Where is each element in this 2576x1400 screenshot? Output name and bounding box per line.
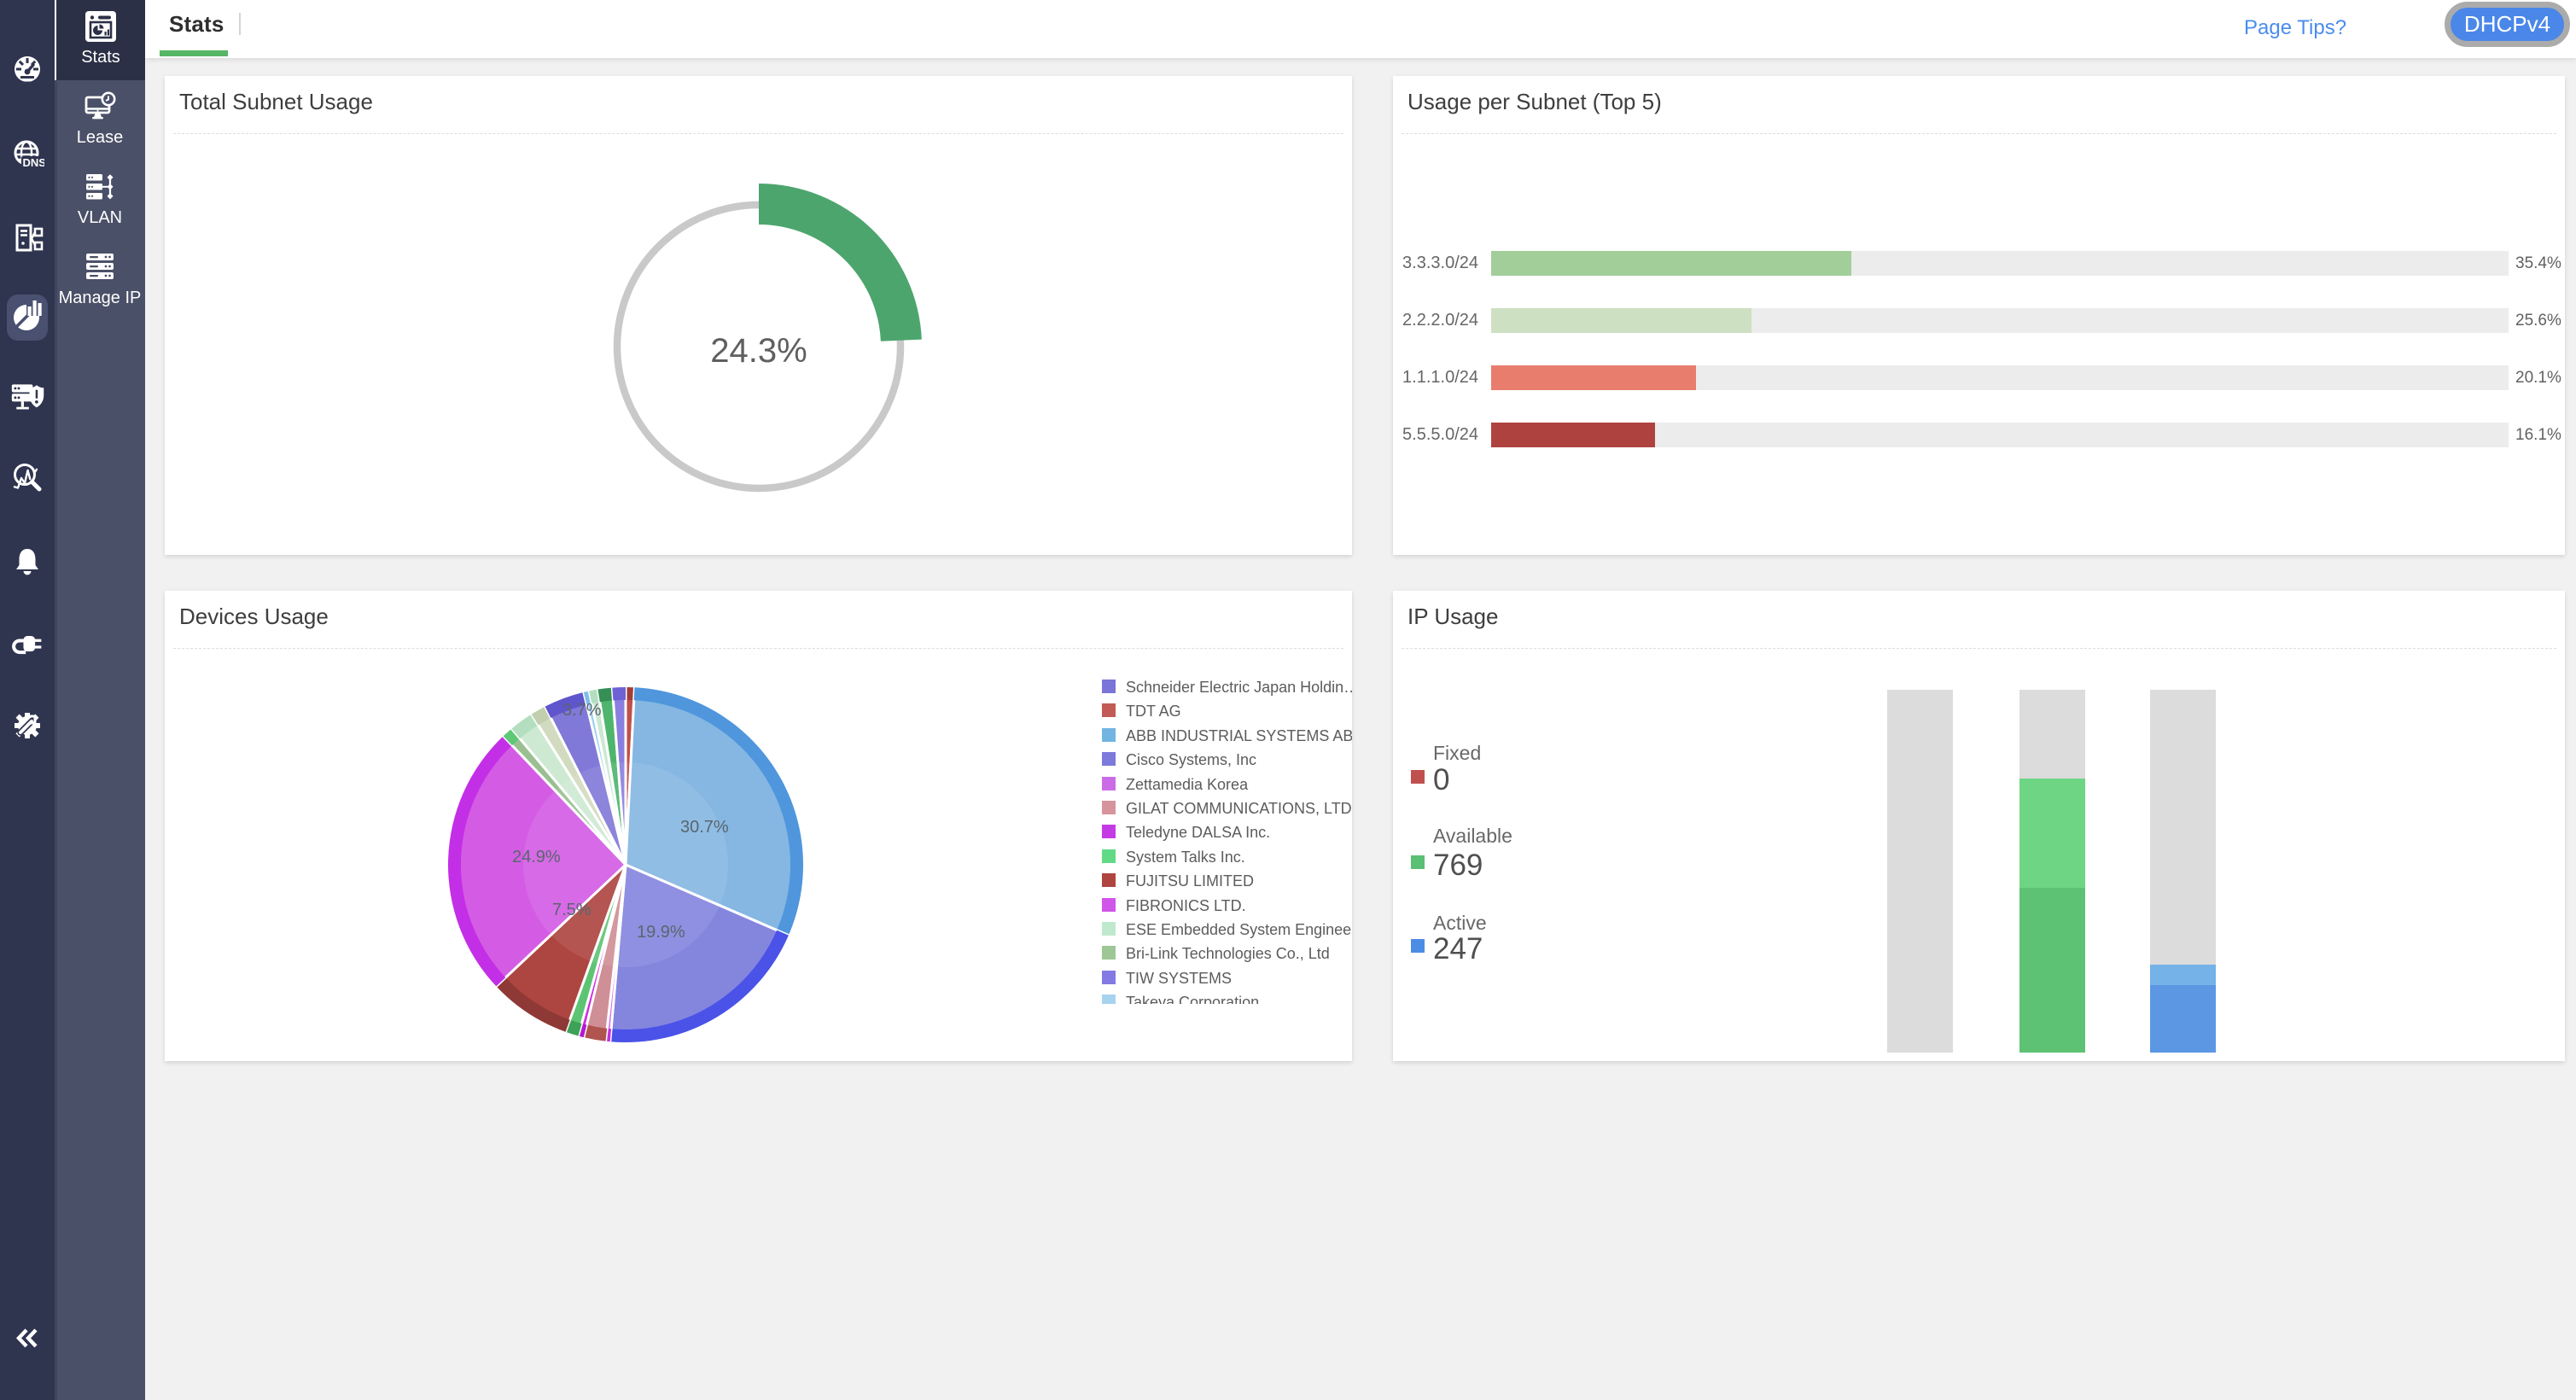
svg-text:24.3%: 24.3% — [710, 332, 807, 370]
svg-text:DNS: DNS — [23, 156, 45, 169]
